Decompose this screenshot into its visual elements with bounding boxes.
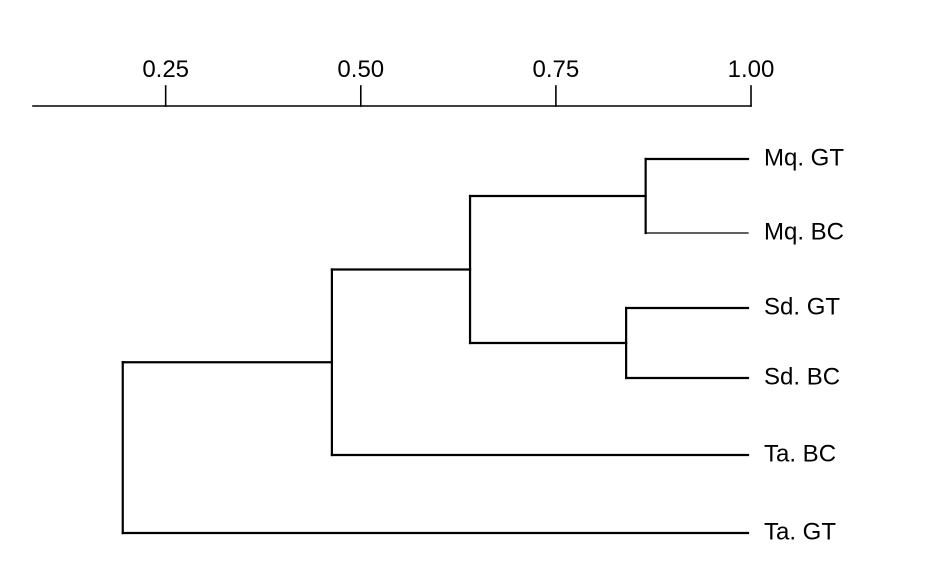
axis-tick-label: 1.00 — [728, 56, 775, 83]
leaf-label: Ta. BC — [764, 440, 836, 467]
leaf-labels: Mq. GT Mq. BC Sd. GT Sd. BC Ta. BC Ta. GT — [764, 144, 844, 545]
leaf-label: Sd. GT — [764, 293, 840, 320]
leaf-label: Sd. BC — [764, 363, 840, 390]
dendrogram-tree — [121, 157, 750, 535]
leaf-label: Ta. GT — [764, 518, 836, 545]
axis-tick-label: 0.50 — [337, 56, 384, 83]
leaf-label: Mq. BC — [764, 218, 844, 245]
axis-tick-label: 0.75 — [533, 56, 580, 83]
leaf-label: Mq. GT — [764, 144, 844, 171]
axis-tick-label: 0.25 — [142, 56, 189, 83]
similarity-axis: 0.25 0.50 0.75 1.00 — [32, 56, 775, 107]
